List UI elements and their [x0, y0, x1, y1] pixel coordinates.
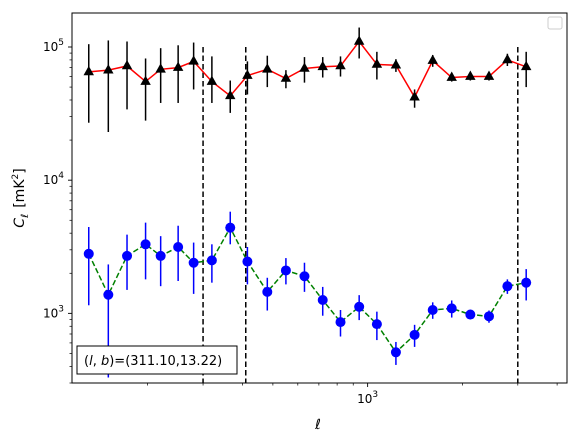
- circle-point: [335, 317, 346, 328]
- y-tick-label: 103: [43, 304, 64, 320]
- vertical-lines: [202, 47, 519, 383]
- x-tick-label: 103: [357, 390, 378, 406]
- y-tick-label-exp: 3: [58, 304, 64, 314]
- triangle-point: [353, 35, 365, 45]
- circle-point: [242, 256, 253, 267]
- triangle-point: [390, 59, 402, 69]
- y-axis-label-unit-close: ]: [12, 168, 28, 173]
- circle-point: [206, 255, 217, 266]
- triangle-point: [121, 59, 133, 70]
- annotation-text: (l, b)=(311.10,13.22): [84, 354, 222, 369]
- annotation-part-l: l: [89, 354, 93, 369]
- x-tick-label-exp: 3: [372, 390, 378, 400]
- circle-point: [446, 303, 457, 314]
- y-tick-label-base: 10: [43, 306, 58, 320]
- triangle-point: [280, 72, 292, 82]
- circle-point: [521, 277, 532, 288]
- circle-point: [225, 222, 236, 233]
- series-layer: [83, 27, 532, 378]
- annotation-part: (: [84, 354, 89, 369]
- annotation-box: (l, b)=(311.10,13.22): [76, 345, 238, 375]
- annotation-part: )=(311.10,13.22): [109, 354, 222, 369]
- triangle-point: [206, 75, 218, 85]
- circle-point: [409, 329, 420, 340]
- series-circle: [83, 211, 532, 378]
- triangle-point: [483, 70, 495, 80]
- triangle-point: [371, 58, 383, 68]
- annotation-part-b: b: [101, 354, 109, 369]
- triangle-point: [446, 71, 457, 81]
- triangle-point: [502, 53, 513, 64]
- circle-point: [122, 250, 133, 261]
- triangle-point: [83, 65, 94, 76]
- y-axis-label: Cℓ [mK2]: [11, 168, 31, 227]
- y-tick-label-exp: 4: [58, 171, 64, 181]
- circle-point: [317, 294, 328, 305]
- y-tick-label-base: 10: [43, 173, 58, 187]
- triangle-point: [409, 91, 420, 101]
- triangle-point: [317, 60, 328, 71]
- triangle-point: [335, 59, 346, 70]
- triangle-point: [465, 70, 476, 80]
- y-axis-label-sub: ℓ: [20, 214, 31, 218]
- triangle-point: [427, 54, 438, 64]
- axes-frame: [71, 12, 568, 384]
- circle-point: [140, 239, 151, 250]
- y-axis-label-unit-sup: 2: [11, 174, 21, 180]
- y-tick-label: 105: [43, 38, 64, 54]
- triangle-point: [172, 61, 184, 71]
- y-axis-label-main: C: [12, 218, 28, 228]
- circle-point: [103, 289, 114, 300]
- triangle-point: [155, 63, 166, 73]
- circle-point: [483, 311, 494, 322]
- x-tick-label-base: 10: [357, 392, 372, 406]
- y-tick-label-exp: 5: [58, 38, 64, 48]
- y-axis-label-unit: [mK: [12, 179, 28, 208]
- triangle-point: [299, 62, 310, 72]
- circle-point: [390, 347, 401, 358]
- circle-point: [262, 286, 273, 297]
- triangle-point: [242, 69, 253, 79]
- circle-point: [155, 250, 166, 261]
- x-axis-label: ℓ: [314, 417, 321, 433]
- circle-point: [83, 248, 94, 259]
- circle-point: [427, 304, 438, 315]
- circle-point: [354, 301, 365, 312]
- circle-point: [188, 257, 199, 268]
- triangle-point: [103, 64, 114, 74]
- legend-box: [547, 16, 563, 30]
- triangle-point: [520, 60, 532, 71]
- circle-point: [299, 271, 310, 282]
- circle-point: [371, 319, 382, 330]
- series-triangle: [83, 27, 532, 133]
- triangle-point: [225, 89, 236, 100]
- triangle-point: [188, 55, 199, 65]
- annotation-frame: [76, 345, 238, 375]
- triangle-point: [140, 75, 151, 85]
- circle-point: [173, 241, 184, 252]
- circle-point: [502, 281, 513, 292]
- annotation-part: ,: [93, 354, 101, 369]
- circle-point: [465, 309, 476, 320]
- circle-point: [280, 265, 291, 276]
- triangle-point: [262, 63, 273, 73]
- y-tick-label-base: 10: [43, 40, 58, 54]
- y-tick-label: 104: [43, 171, 64, 187]
